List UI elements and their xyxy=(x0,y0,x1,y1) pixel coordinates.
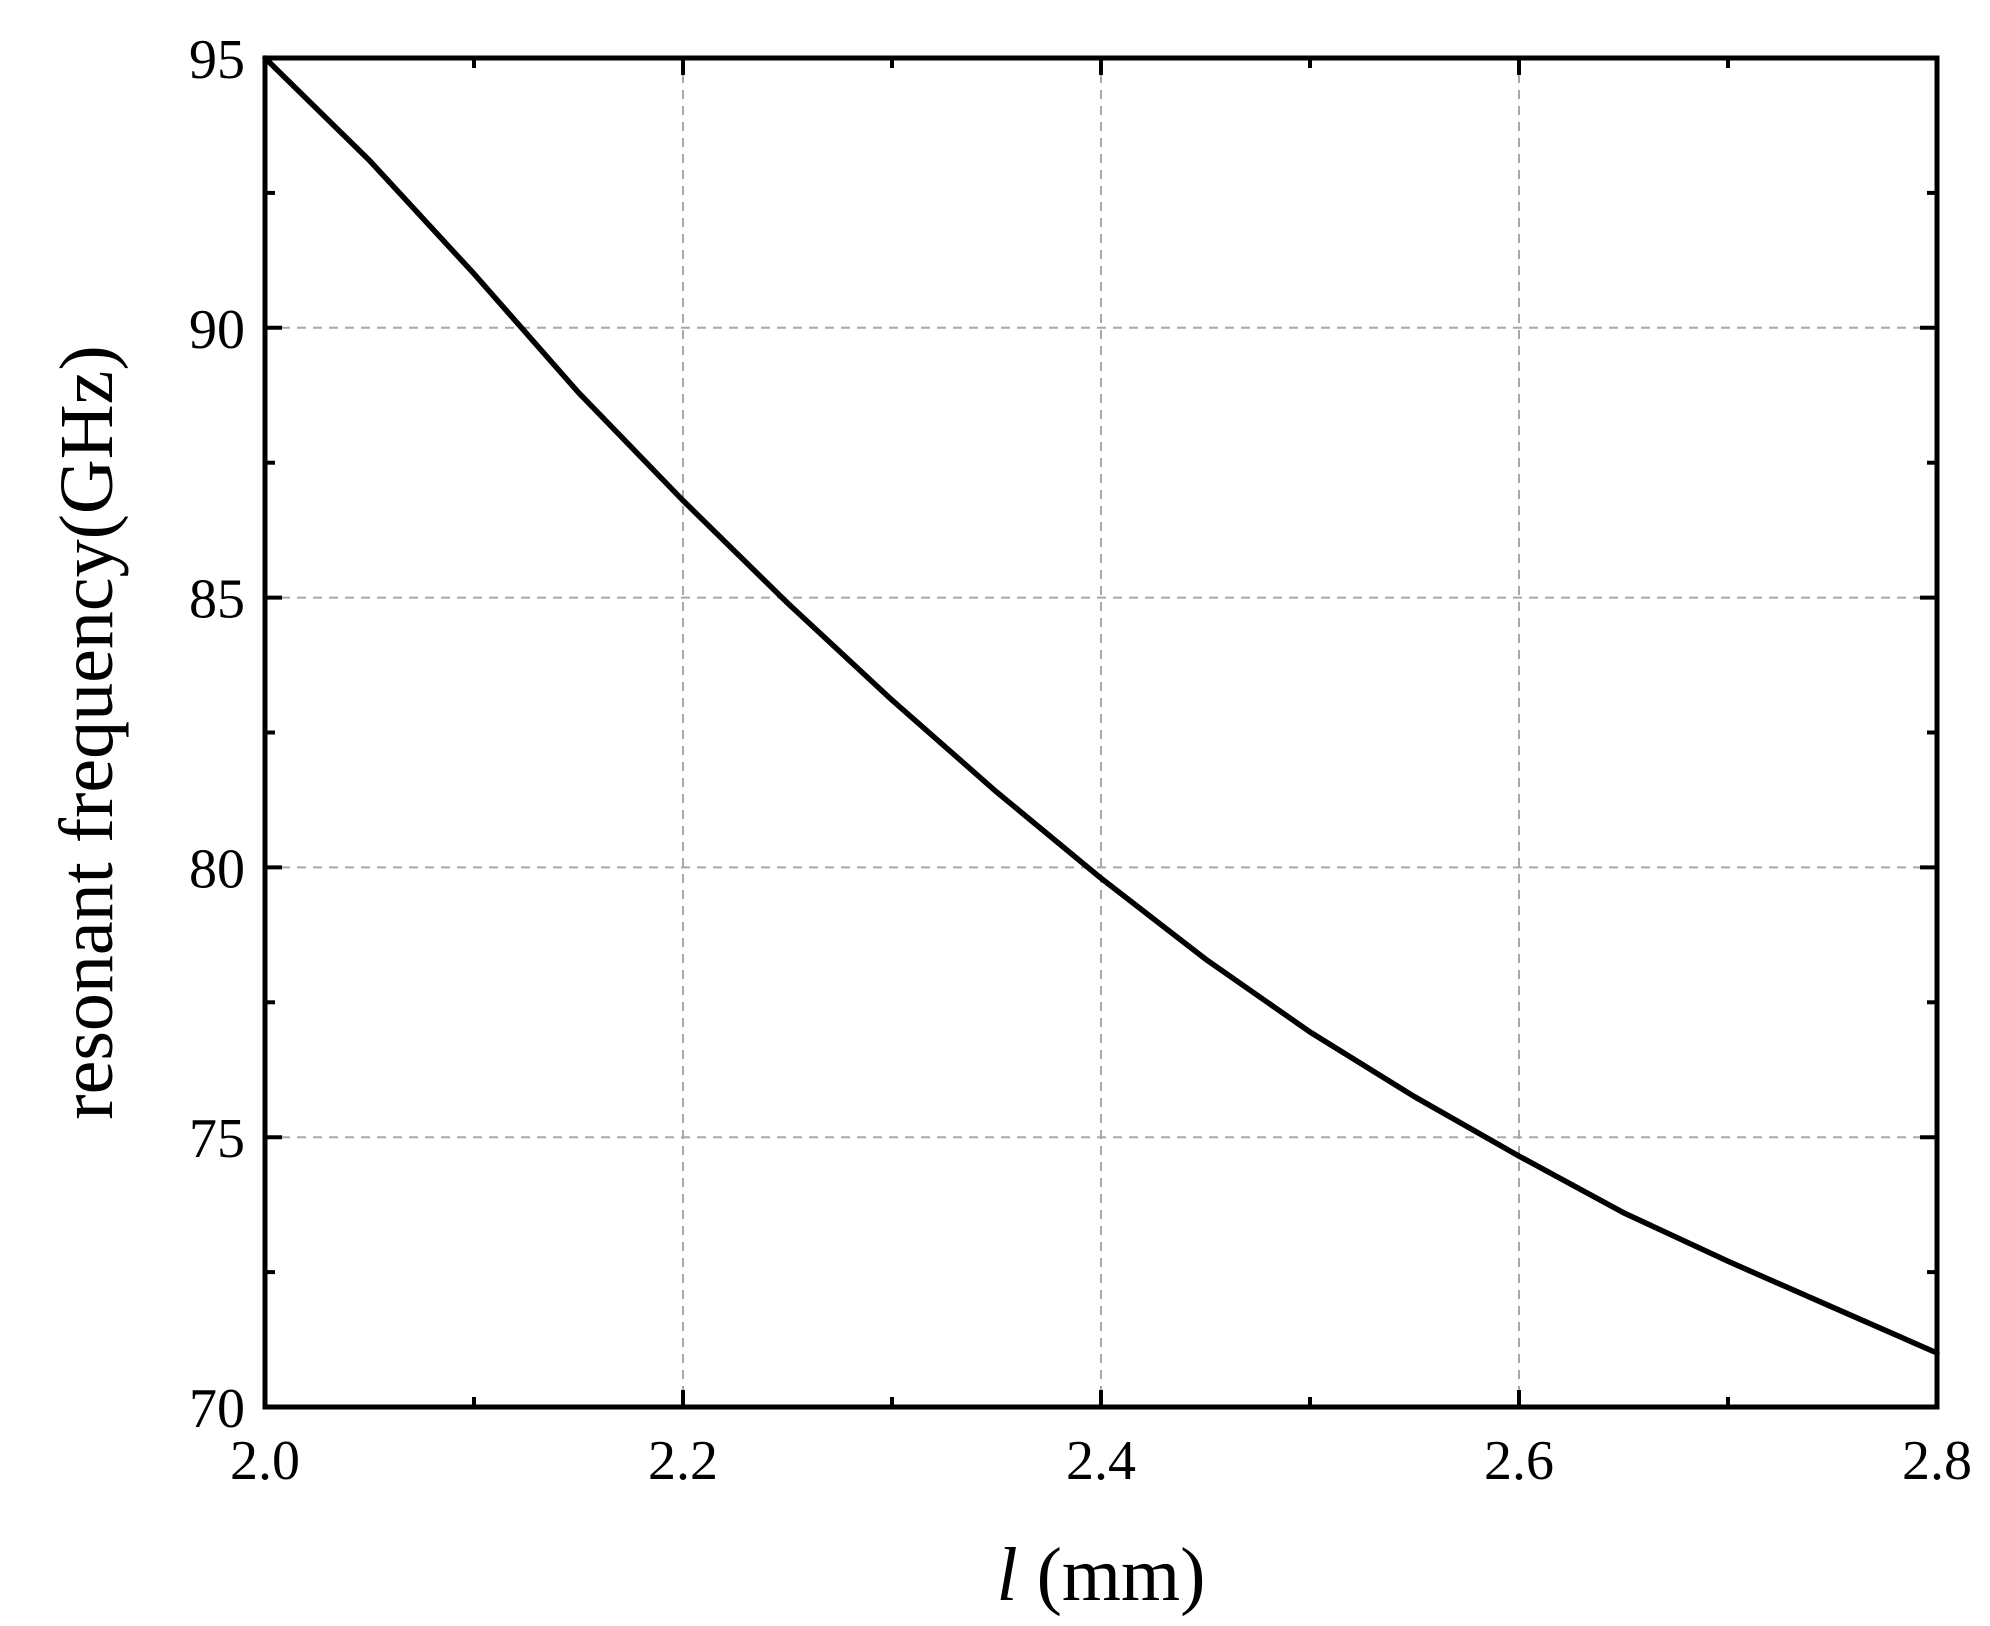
y-tick-label: 95 xyxy=(189,29,245,91)
tick-marks xyxy=(263,56,1939,1409)
x-tick-label: 2.8 xyxy=(1902,1430,1972,1492)
series-line-0 xyxy=(262,55,1940,1356)
y-axis-title: resonant frequency(GHz) xyxy=(45,345,129,1119)
x-axis-unit: (mm) xyxy=(1018,1533,1206,1617)
grid-lines xyxy=(265,58,1937,1407)
x-tick-label: 2.4 xyxy=(1066,1430,1136,1492)
y-tick-label: 80 xyxy=(189,838,245,900)
x-tick-labels: 2.0 2.2 2.4 2.6 2.8 xyxy=(230,1430,1972,1492)
y-tick-label: 75 xyxy=(189,1108,245,1170)
y-tick-label: 90 xyxy=(189,299,245,361)
y-tick-label: 85 xyxy=(189,569,245,631)
x-axis-variable: l xyxy=(997,1533,1018,1617)
x-tick-label: 2.6 xyxy=(1484,1430,1554,1492)
x-tick-label: 2.2 xyxy=(648,1430,718,1492)
y-tick-labels: 70 75 80 85 90 95 xyxy=(189,29,245,1440)
series-layer xyxy=(262,55,1940,1356)
x-tick-label: 2.0 xyxy=(230,1430,300,1492)
x-axis-title: l (mm) xyxy=(997,1533,1206,1617)
y-tick-label: 70 xyxy=(189,1378,245,1440)
